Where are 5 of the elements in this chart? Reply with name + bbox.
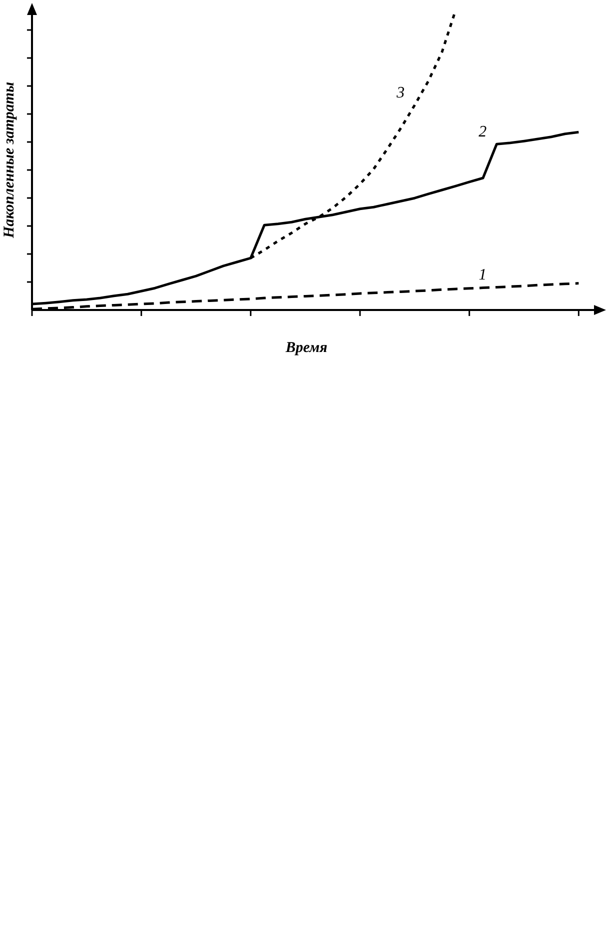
series-label: 1	[478, 266, 487, 284]
series-label: 3	[396, 84, 405, 102]
series-label: 2	[478, 123, 487, 140]
y-axis-title: Накопленные затраты	[2, 82, 18, 238]
x-axis-title: Время	[284, 340, 328, 357]
